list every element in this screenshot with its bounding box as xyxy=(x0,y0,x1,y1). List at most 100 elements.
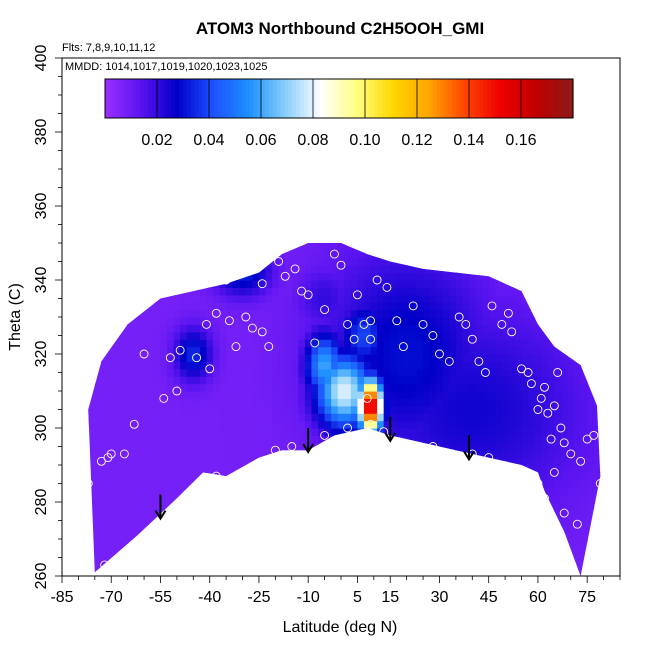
heatmap-cell xyxy=(508,405,516,414)
heatmap-cell xyxy=(581,221,588,229)
heatmap-cell xyxy=(370,502,378,510)
heatmap-cell xyxy=(403,465,411,473)
heatmap-cell xyxy=(607,487,614,495)
heatmap-cell xyxy=(186,405,194,414)
heatmap-cell xyxy=(174,221,181,229)
observation-point xyxy=(205,364,215,374)
heatmap-cell xyxy=(469,465,477,473)
heatmap-cell xyxy=(212,546,221,555)
heatmap-cell xyxy=(226,546,234,555)
heatmap-cell xyxy=(409,346,418,355)
heatmap-cell xyxy=(232,516,240,525)
heatmap-cell xyxy=(206,405,214,414)
heatmap-cell xyxy=(219,257,227,266)
heatmap-cell xyxy=(173,487,181,496)
heatmap-cell xyxy=(423,479,431,488)
heatmap-cell xyxy=(600,524,607,532)
heatmap-cell xyxy=(212,442,221,451)
heatmap-cell xyxy=(186,494,194,503)
heatmap-cell xyxy=(475,354,483,362)
heatmap-cell xyxy=(587,302,595,311)
heatmap-cell xyxy=(600,339,607,347)
heatmap-cell xyxy=(383,383,391,392)
heatmap-cell xyxy=(114,361,122,370)
heatmap-cell xyxy=(442,531,450,540)
heatmap-cell xyxy=(521,420,529,429)
heatmap-cell xyxy=(121,294,129,303)
heatmap-cell xyxy=(140,309,148,318)
heatmap-cell xyxy=(153,524,162,533)
heatmap-cell xyxy=(363,243,372,251)
heatmap-cell xyxy=(127,479,135,488)
heatmap-cell xyxy=(370,376,378,385)
heatmap-cell xyxy=(252,354,260,362)
heatmap-cell xyxy=(304,324,313,333)
heatmap-cell xyxy=(475,309,483,318)
heatmap-cell xyxy=(423,435,431,444)
heatmap-cell xyxy=(574,442,582,451)
heatmap-cell xyxy=(121,516,129,525)
heatmap-cell xyxy=(469,420,477,429)
heatmap-cell xyxy=(206,531,214,540)
heatmap-cell xyxy=(574,457,582,466)
heatmap-cell xyxy=(69,495,76,503)
heatmap-cell xyxy=(501,502,509,510)
heatmap-cell xyxy=(212,405,221,414)
heatmap-cell xyxy=(160,250,168,259)
heatmap-cell xyxy=(429,553,437,562)
heatmap-cell xyxy=(239,391,247,399)
heatmap-cell xyxy=(416,309,424,318)
heatmap-cell xyxy=(226,435,234,444)
heatmap-cell xyxy=(245,561,253,570)
heatmap-cell xyxy=(285,376,293,385)
heatmap-cell xyxy=(193,368,201,377)
heatmap-cell xyxy=(206,272,214,281)
heatmap-cell xyxy=(541,546,549,555)
heatmap-cell xyxy=(363,257,372,266)
heatmap-cell xyxy=(541,368,549,377)
heatmap-cell xyxy=(442,331,450,340)
heatmap-cell xyxy=(199,479,208,488)
colorbar-segment xyxy=(179,79,184,118)
heatmap-cell xyxy=(324,516,332,525)
heatmap-cell xyxy=(587,450,595,459)
heatmap-cell xyxy=(88,391,96,399)
heatmap-cell xyxy=(462,516,470,525)
heatmap-cell xyxy=(232,494,240,503)
heatmap-cell xyxy=(469,331,477,340)
heatmap-cell xyxy=(554,539,562,547)
colorbar-segment xyxy=(385,79,391,118)
heatmap-cell xyxy=(245,568,253,576)
heatmap-cell xyxy=(436,339,444,348)
heatmap-cell xyxy=(62,317,69,325)
heatmap-cell xyxy=(396,368,404,377)
heatmap-cell xyxy=(140,302,148,311)
heatmap-cell xyxy=(134,331,142,340)
heatmap-cell xyxy=(75,428,82,436)
heatmap-cell xyxy=(265,420,273,429)
heatmap-cell xyxy=(101,391,109,399)
heatmap-cell xyxy=(285,502,293,510)
heatmap-cell xyxy=(245,553,253,562)
heatmap-cell xyxy=(245,265,253,274)
heatmap-cell xyxy=(199,324,208,333)
observation-point xyxy=(221,275,231,285)
heatmap-cell xyxy=(232,331,240,340)
heatmap-cell xyxy=(114,257,122,266)
heatmap-cell xyxy=(396,250,404,259)
heatmap-cell xyxy=(469,368,477,377)
heatmap-cell xyxy=(252,539,260,547)
heatmap-cell xyxy=(206,442,214,451)
heatmap-cell xyxy=(593,309,601,318)
heatmap-cell xyxy=(455,405,464,414)
heatmap-cell xyxy=(186,361,194,370)
heatmap-cell xyxy=(147,339,155,348)
heatmap-cell xyxy=(357,361,365,370)
heatmap-cell xyxy=(363,317,372,325)
heatmap-cell xyxy=(180,405,188,414)
heatmap-cell xyxy=(534,442,542,451)
heatmap-cell xyxy=(442,539,450,547)
heatmap-cell xyxy=(561,221,568,229)
heatmap-cell xyxy=(377,435,385,444)
heatmap-cell xyxy=(127,561,135,570)
